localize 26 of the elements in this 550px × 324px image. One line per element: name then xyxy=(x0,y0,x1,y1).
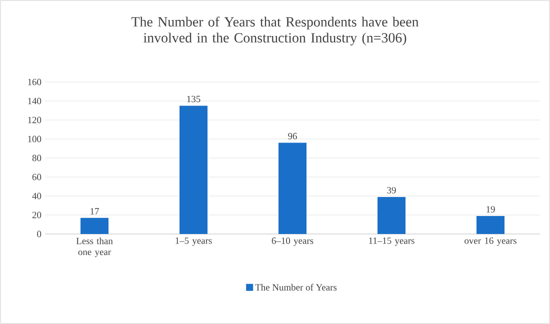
x-tick-label: 6–10 years xyxy=(272,238,314,246)
x-tick-label: 1–5 years xyxy=(176,238,212,246)
bar xyxy=(378,196,406,234)
x-tick-label: Less than one year xyxy=(76,238,113,258)
y-tick-label: 60 xyxy=(32,174,42,180)
y-tick-label: 40 xyxy=(32,192,42,200)
legend-label: The Number of Years xyxy=(255,284,337,291)
data-label: 39 xyxy=(387,187,396,194)
data-label: 135 xyxy=(187,96,200,102)
bar xyxy=(476,216,505,234)
y-tick-label: 140 xyxy=(28,98,42,104)
data-label: 19 xyxy=(486,206,495,212)
data-label: 17 xyxy=(90,208,99,214)
x-tick-label: over 16 years xyxy=(464,238,516,246)
y-tick-label: 120 xyxy=(28,116,42,124)
y-tick-label: 0 xyxy=(37,230,42,238)
data-label: 96 xyxy=(288,132,297,140)
y-tick-label: 160 xyxy=(28,78,42,86)
bar xyxy=(80,218,109,234)
bar xyxy=(180,106,208,234)
y-tick-label: 100 xyxy=(28,136,42,142)
y-tick-label: 20 xyxy=(32,212,42,218)
x-tick-label: 11–15 years xyxy=(369,238,414,246)
bar xyxy=(278,142,307,234)
chart-title: The Number of Years that Respondents have been involved in the Construction Industry (n=306) xyxy=(131,16,419,46)
y-tick-label: 80 xyxy=(32,154,42,162)
